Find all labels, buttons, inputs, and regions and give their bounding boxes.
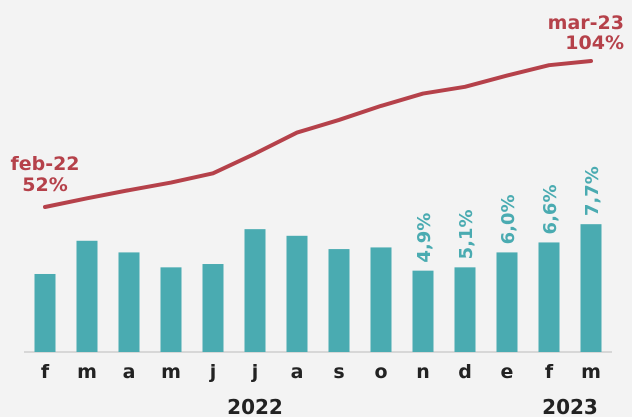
x-tick-label: a: [291, 361, 304, 383]
bar: [538, 242, 560, 352]
x-tick-label: f: [545, 361, 554, 383]
bar: [202, 264, 224, 352]
bar-value-label: 6,6%: [540, 185, 561, 235]
x-tick-label: a: [123, 361, 136, 383]
line-annotation: mar-23: [548, 12, 624, 34]
bar: [160, 267, 182, 352]
x-tick-label: n: [416, 361, 430, 383]
x-tick-label: e: [501, 361, 514, 383]
annual-line: [43, 58, 593, 209]
line-value-label: 52%: [22, 174, 67, 196]
bar: [328, 249, 350, 352]
bar-value-label: 7,7%: [582, 166, 603, 216]
x-tick-label: j: [251, 361, 259, 383]
year-label: 2022: [227, 395, 283, 417]
x-tick-label: m: [161, 361, 181, 383]
line-annotation: feb-22: [10, 153, 79, 175]
bar-value-label: 6,0%: [498, 194, 519, 244]
bar: [286, 235, 308, 352]
bar: [370, 247, 392, 352]
x-tick-label: j: [209, 361, 217, 383]
bar: [454, 267, 476, 352]
x-tick-label: m: [77, 361, 97, 383]
bar: [496, 252, 518, 352]
x-tick-label: d: [458, 361, 472, 383]
bar: [118, 252, 140, 352]
bar: [412, 270, 434, 352]
line-value-label: 104%: [565, 32, 624, 54]
bar: [244, 229, 266, 352]
x-tick-label: s: [333, 361, 344, 383]
bar: [76, 240, 98, 352]
x-tick-label: m: [581, 361, 601, 383]
bar-value-label: 5,1%: [456, 209, 477, 259]
x-tick-label: f: [41, 361, 50, 383]
year-label: 2023: [542, 395, 598, 417]
x-tick-label: o: [374, 361, 387, 383]
bar: [580, 224, 602, 352]
bar: [34, 273, 56, 352]
bar-value-label: 4,9%: [414, 213, 435, 263]
